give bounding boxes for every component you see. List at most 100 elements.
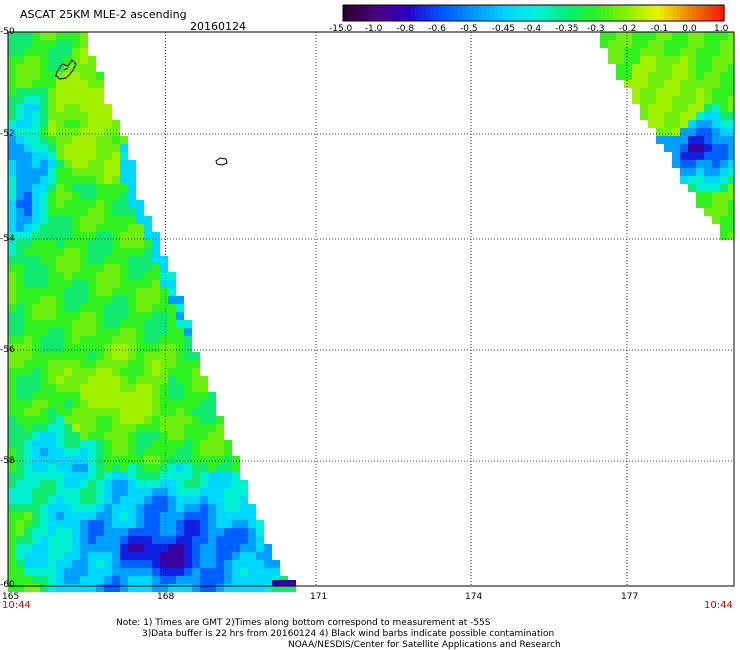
swath-cell (56, 392, 64, 400)
swath-cell (8, 272, 16, 280)
swath-cell (712, 160, 720, 168)
swath-cell (64, 232, 72, 240)
swath-cell (240, 536, 248, 544)
swath-cell (248, 544, 256, 552)
swath-cell (192, 552, 200, 560)
swath-cell (128, 536, 136, 544)
swath-cell (704, 136, 712, 144)
swath-cell (56, 368, 64, 376)
swath-cell (24, 328, 32, 336)
swath-cell (16, 536, 24, 544)
swath-cell (136, 336, 144, 344)
colorbar-swatch (688, 5, 693, 21)
swath-cell (88, 344, 96, 352)
swath-cell (88, 528, 96, 536)
swath-cell (136, 432, 144, 440)
swath-cell (712, 192, 720, 200)
swath-cell (680, 56, 688, 64)
swath-cell (112, 432, 120, 440)
swath-cell (664, 144, 672, 152)
swath-cell (672, 64, 680, 72)
swath-cell (72, 360, 80, 368)
swath-cell (144, 344, 152, 352)
swath-cell (216, 560, 224, 568)
colorbar-swatch (402, 5, 408, 21)
swath-cell (168, 472, 176, 480)
colorbar-swatch (644, 5, 650, 21)
swath-cell (40, 264, 48, 272)
y-tick-label: -60 (0, 580, 15, 590)
swath-cell (48, 256, 56, 264)
swath-cell (672, 112, 680, 120)
swath-cell (88, 360, 96, 368)
swath-cell (80, 360, 88, 368)
swath-cell (80, 136, 88, 144)
swath-cell (160, 568, 168, 576)
swath-cell (64, 536, 72, 544)
colorbar-tick-label: -15.0 (329, 24, 353, 34)
swath-cell (48, 32, 56, 40)
swath-cell (680, 152, 688, 160)
swath-cell (80, 328, 88, 336)
swath-cell (16, 448, 24, 456)
swath-cell (48, 408, 56, 416)
colorbar-swatch (442, 5, 447, 21)
swath-cell (672, 96, 680, 104)
swath-cell (168, 584, 176, 592)
swath-cell (48, 552, 56, 560)
colorbar-swatch (704, 5, 709, 21)
swath-cell (216, 448, 224, 456)
swath-cell (728, 128, 734, 136)
swath-cell (216, 528, 224, 536)
swath-cell (24, 264, 32, 272)
swath-cell (96, 96, 104, 104)
swath-cell (664, 80, 672, 88)
swath-cell (16, 560, 24, 568)
swath-cell (16, 96, 24, 104)
swath-cell (48, 176, 56, 184)
swath-cell (152, 360, 160, 368)
swath-cell (40, 104, 48, 112)
colorbar-swatch (366, 5, 372, 21)
swath-cell (128, 176, 136, 184)
swath-cell (56, 192, 64, 200)
swath-cell (24, 240, 32, 248)
swath-cell (128, 352, 136, 360)
swath-cell (72, 504, 80, 512)
swath-cell (88, 456, 96, 464)
swath-cell (696, 176, 704, 184)
swath-cell (128, 440, 136, 448)
swath-cell (656, 120, 664, 128)
swath-cell (168, 360, 176, 368)
swath-cell (240, 544, 248, 552)
swath-cell (56, 56, 64, 64)
swath-cell (8, 160, 16, 168)
swath-cell (96, 256, 104, 264)
swath-cell (16, 392, 24, 400)
swath-cell (56, 584, 64, 592)
swath-cell (48, 264, 56, 272)
swath-cell (120, 584, 128, 592)
swath-cell (112, 416, 120, 424)
x-tick-label: 165 (2, 592, 20, 602)
swath-cell (40, 160, 48, 168)
swath-cell (40, 136, 48, 144)
swath-cell (256, 528, 264, 536)
swath-cell (16, 320, 24, 328)
swath-cell (152, 368, 160, 376)
swath-cell (32, 520, 40, 528)
swath-cell (656, 64, 664, 72)
swath-cell (8, 448, 16, 456)
swath-cell (176, 528, 184, 536)
swath-cell (40, 256, 48, 264)
swath-cell (56, 432, 64, 440)
swath-cell (56, 344, 64, 352)
swath-cell (48, 400, 56, 408)
colorbar-swatch (585, 5, 590, 21)
swath-cell (8, 408, 16, 416)
swath-cell (632, 72, 640, 80)
swath-cell (48, 568, 56, 576)
swath-cell (80, 568, 88, 576)
colorbar-swatch (497, 5, 503, 21)
swath-cell (160, 320, 168, 328)
